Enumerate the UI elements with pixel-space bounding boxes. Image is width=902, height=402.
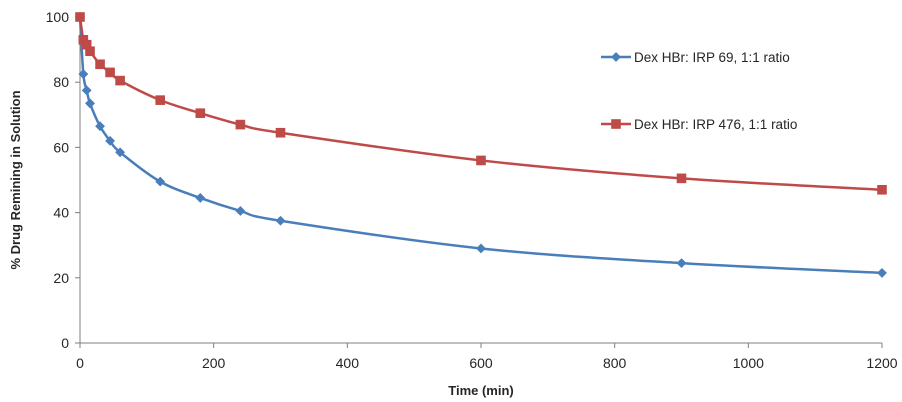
data-point <box>195 193 206 203</box>
legend-marker <box>611 119 621 129</box>
y-tick-label: 20 <box>53 270 69 286</box>
data-point <box>877 267 887 278</box>
data-point <box>275 215 286 226</box>
x-tick-label: 800 <box>603 355 627 371</box>
series-line <box>78 16 883 275</box>
data-point <box>78 69 89 79</box>
axes <box>79 17 882 344</box>
data-point <box>235 119 246 130</box>
x-tick-label: 200 <box>202 355 226 371</box>
data-point <box>75 12 85 22</box>
y-tick-label: 40 <box>53 205 69 221</box>
legend: Dex HBr: IRP 69, 1:1 ratio Dex HBr: IRP 4… <box>601 50 797 132</box>
series-group <box>75 12 887 278</box>
y-tick-label: 100 <box>46 9 70 25</box>
legend-label: Dex HBr: IRP 69, 1:1 ratio <box>634 50 790 65</box>
data-point <box>85 46 95 57</box>
data-point <box>476 243 486 254</box>
data-point <box>676 173 687 184</box>
data-point <box>115 75 125 86</box>
legend-label: Dex HBr: IRP 476, 1:1 ratio <box>634 117 797 132</box>
data-point <box>476 155 486 166</box>
data-point <box>676 258 687 269</box>
x-tick-label: 600 <box>469 355 493 371</box>
data-point <box>115 147 126 158</box>
y-axis-title: % Drug Remining in Solution <box>8 90 23 269</box>
data-point <box>155 95 165 105</box>
y-tick-label: 60 <box>53 139 69 155</box>
data-point <box>105 67 115 78</box>
x-tick-label: 1200 <box>866 355 897 371</box>
series-1 <box>75 12 887 278</box>
legend-item-2: Dex HBr: IRP 476, 1:1 ratio <box>601 117 797 132</box>
data-point <box>155 176 166 187</box>
data-point <box>81 85 92 96</box>
series-2 <box>75 12 887 195</box>
data-point <box>95 59 105 70</box>
x-tick-label: 1000 <box>733 355 764 371</box>
data-point <box>235 206 246 216</box>
data-point <box>85 98 95 109</box>
x-tick-label: 0 <box>76 355 84 371</box>
x-axis-title: Time (min) <box>448 383 514 398</box>
legend-item-1: Dex HBr: IRP 69, 1:1 ratio <box>601 50 790 65</box>
data-point <box>105 135 115 146</box>
y-tick-label: 80 <box>53 74 69 90</box>
legend-marker <box>611 52 621 62</box>
x-tick-label: 400 <box>336 355 360 371</box>
y-tick-label: 0 <box>61 335 69 351</box>
data-point <box>275 127 286 138</box>
data-point <box>95 121 105 132</box>
data-point <box>877 184 887 195</box>
data-point <box>195 108 206 118</box>
